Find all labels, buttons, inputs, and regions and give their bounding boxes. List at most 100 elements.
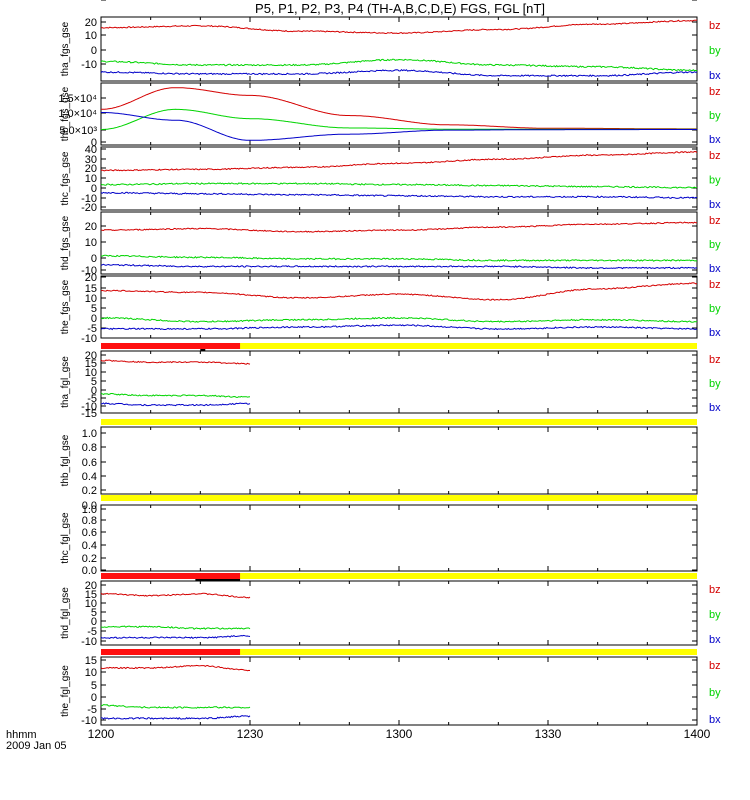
series-line-bz [100,359,251,365]
legend-bx: bx [709,70,721,82]
legend-bx: bx [709,634,721,646]
legend-bx: bx [709,714,721,726]
coverage-bar [101,573,697,579]
y-tick-label: 20 [85,17,97,29]
x-tick-label: 1230 [237,727,264,741]
y-tick-label: 1.0 [82,428,97,440]
series-line-bz [100,664,251,672]
y-tick-label: 5 [91,303,97,315]
legend-bx: bx [709,134,721,146]
y-tick-label: 10 [85,598,97,610]
y-tick-label: 10 [85,293,97,305]
legend-bz: bz [709,354,721,366]
y-tick-label: 0.4 [82,540,97,552]
y-tick-label: -10 [81,265,97,277]
y-tick-label: 0.6 [82,527,97,539]
y-tick-label: 10 [85,173,97,185]
panel-thb_fgs_gse: 1.5×10⁴1.0×10⁴5.0×10³0-5.0×10³thb_fgs_gs… [56,0,721,149]
y-tick-label: 10 [85,237,97,249]
legend-by: by [709,609,721,621]
y-tick-label: 5 [91,680,97,692]
y-tick-label: -5.0×10³ [56,0,98,3]
series-line-bx [100,634,251,640]
y-tick-label: 0.4 [82,471,97,483]
x-tick-label: 1400 [684,727,711,741]
flag-bar [200,349,206,351]
panel-frame [100,350,698,414]
y-tick-label: 0 [91,313,97,325]
series-line-by [100,392,251,398]
series-line-bz [100,150,698,172]
x-axis-label-date: 2009 Jan 05 [6,740,67,752]
y-axis-label: thc_fgs_gse [60,151,71,205]
panel-frame [100,82,698,146]
y-axis-label: thd_fgl_gse [60,587,71,639]
legend-bz: bz [709,86,721,98]
legend-by: by [709,45,721,57]
y-axis-label: thb_fgl_gse [60,434,71,486]
series-line-bx [100,69,698,77]
chart-title: P5, P1, P2, P3, P4 (TH-A,B,C,D,E) FGS, F… [255,1,545,16]
legend-bz: bz [709,279,721,291]
coverage-bar [101,343,697,349]
series-line-bx [100,324,698,331]
y-tick-label: 1.0 [82,504,97,516]
series-line-by [100,182,698,189]
y-tick-label: -10 [81,59,97,71]
y-tick-label: 30 [85,154,97,166]
y-tick-label: -10 [81,333,97,345]
series-line-bz [100,221,697,233]
y-tick-label: 5.0×10³ [59,125,97,137]
y-tick-label: 20 [85,163,97,175]
y-tick-label: -5 [87,704,97,716]
legend-bz: bz [709,584,721,596]
y-tick-label: 0.2 [82,485,97,497]
y-tick-label: 10 [85,30,97,42]
x-axis-label-time: hhmm [6,729,37,741]
y-tick-label: 20 [85,272,97,284]
y-tick-label: 0 [91,137,97,149]
status-bars-group [101,343,697,655]
panel-frame [100,504,698,572]
legend-bx: bx [709,327,721,339]
series-line-bz [100,592,251,599]
y-tick-label: 0.0 [82,565,97,577]
y-tick-label: 0 [91,45,97,57]
panel-thc_fgl_gse: 1.00.80.60.40.20.0 thc_fgl_gse [60,504,698,577]
panel-thd_fgs_gse: 20 10 0-10 thd_fgs_gse bz by bx [60,211,721,277]
legend-by: by [709,239,721,251]
series-line-bz [100,19,698,35]
x-tick-label: 1300 [386,727,413,741]
y-tick-label: 40 [85,144,97,156]
legend-bz: bz [709,215,721,227]
panel-thb_fgl_gse: 1.0 0.8 0.6 0.4 0.2 0.0 thb_fgl_gse [60,426,698,512]
series-line-bx [100,191,698,199]
legend-bx: bx [709,402,721,414]
y-tick-label: -10 [81,715,97,727]
series-line-bz [100,282,698,301]
y-tick-label: 1.5×10⁴ [58,93,97,105]
panel-frame [100,211,698,275]
flag-bar [195,579,241,581]
legend-bz: bz [709,660,721,672]
y-tick-label: 20 [85,221,97,233]
y-tick-label: 0.8 [82,515,97,527]
series-line-by [100,704,251,709]
y-axis-label: the_fgs_gse [60,279,71,334]
series-line-by [100,625,251,630]
series-line-bx [100,111,697,141]
y-tick-label: 0 [91,385,97,397]
y-tick-label: 15 [85,283,97,295]
y-tick-label: -5 [87,323,97,335]
y-tick-label: 0.0 [82,500,97,512]
coverage-bar [101,495,697,501]
panel-frame [100,146,698,211]
y-tick-label: 20 [85,350,97,362]
series-line-bx [100,402,251,407]
series-line-bx [100,715,251,720]
y-tick-label: 10 [85,667,97,679]
